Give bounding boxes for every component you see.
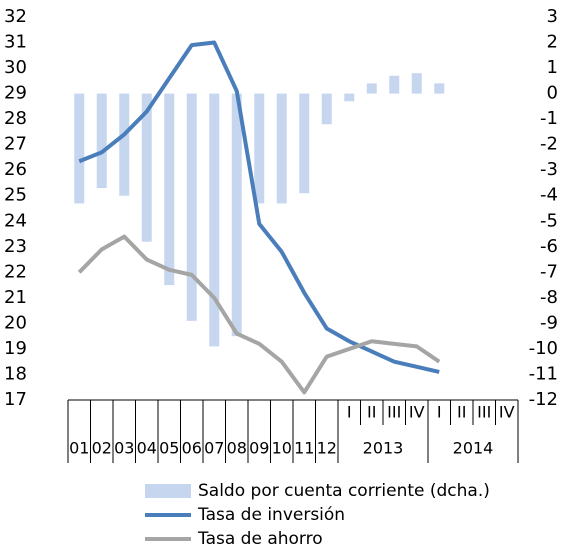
- bar: [254, 93, 265, 204]
- x-tick-label: IV: [499, 403, 515, 422]
- y2-tick-label: -5: [540, 210, 558, 231]
- x-tick-label: 09: [249, 439, 269, 458]
- y2-tick-label: -4: [540, 185, 558, 206]
- bar: [321, 93, 332, 125]
- x-tick-label: II: [457, 403, 466, 422]
- y2-tick-label: -12: [529, 389, 558, 410]
- y-tick-label: 22: [4, 261, 27, 282]
- x-tick-label: 11: [294, 439, 314, 458]
- bar: [366, 83, 377, 94]
- y2-tick-label: 1: [547, 57, 558, 78]
- y-tick-label: 18: [4, 363, 27, 384]
- y2-tick-label: -6: [540, 236, 558, 257]
- legend-swatch: [145, 484, 191, 498]
- x-tick-label: 08: [227, 439, 247, 458]
- y2-tick-label: -7: [540, 261, 558, 282]
- y-tick-label: 29: [4, 83, 27, 104]
- legend-label: Tasa de inversión: [197, 505, 345, 525]
- x-tick-label: III: [477, 403, 491, 422]
- y-tick-label: 23: [4, 236, 27, 257]
- y-tick-label: 19: [4, 338, 27, 359]
- x-tick-label: 12: [317, 439, 337, 458]
- y-tick-label: 32: [4, 6, 27, 27]
- bar: [276, 93, 287, 204]
- y2-tick-label: 2: [547, 32, 558, 53]
- y-tick-label: 30: [4, 57, 27, 78]
- y-tick-label: 24: [4, 210, 27, 231]
- x-tick-label: IV: [409, 403, 425, 422]
- bar: [299, 93, 310, 194]
- bar: [96, 93, 107, 189]
- y2-tick-label: -8: [540, 287, 558, 308]
- legend-label: Tasa de ahorro: [197, 529, 323, 547]
- x-tick-label: 01: [69, 439, 89, 458]
- x-tick-label: 10: [272, 439, 292, 458]
- y-tick-label: 25: [4, 185, 27, 206]
- line: [78, 40, 440, 374]
- x-tick-label: I: [347, 403, 352, 422]
- y2-tick-label: -11: [529, 363, 558, 384]
- bar: [141, 93, 152, 242]
- x-tick-label: 04: [137, 439, 157, 458]
- bar: [119, 93, 130, 196]
- y-tick-label: 21: [4, 287, 27, 308]
- bar: [411, 73, 422, 94]
- bar: [209, 93, 220, 347]
- y2-tick-label: -10: [529, 338, 558, 359]
- y2-tick-label: 0: [547, 83, 558, 104]
- y2-tick-label: -3: [540, 159, 558, 180]
- x-tick-label: II: [367, 403, 376, 422]
- bar: [74, 93, 85, 204]
- y-tick-label: 31: [4, 32, 27, 53]
- x-tick-label: 05: [159, 439, 179, 458]
- x-tick-label: 02: [92, 439, 112, 458]
- bar: [344, 93, 355, 102]
- y2-tick-label: -1: [540, 108, 558, 129]
- y2-tick-label: 3: [547, 6, 558, 27]
- bar: [389, 75, 400, 94]
- bar: [186, 93, 197, 321]
- x-tick-label: 03: [114, 439, 134, 458]
- bar: [164, 93, 175, 286]
- group-label: 2013: [363, 439, 404, 458]
- y-tick-label: 27: [4, 134, 27, 155]
- bar: [434, 83, 445, 94]
- group-label: 2014: [453, 439, 494, 458]
- x-tick-label: I: [437, 403, 442, 422]
- x-tick-label: 06: [182, 439, 202, 458]
- y2-tick-label: -2: [540, 134, 558, 155]
- y2-tick-label: -9: [540, 312, 558, 333]
- legend-label: Saldo por cuenta corriente (dcha.): [198, 481, 490, 501]
- y-tick-label: 17: [4, 389, 27, 410]
- y-tick-label: 20: [4, 312, 27, 333]
- x-tick-label: III: [387, 403, 401, 422]
- x-tick-label: 07: [204, 439, 224, 458]
- bar: [231, 93, 242, 337]
- y-tick-label: 26: [4, 159, 27, 180]
- y-tick-label: 28: [4, 108, 27, 129]
- line: [77, 234, 441, 395]
